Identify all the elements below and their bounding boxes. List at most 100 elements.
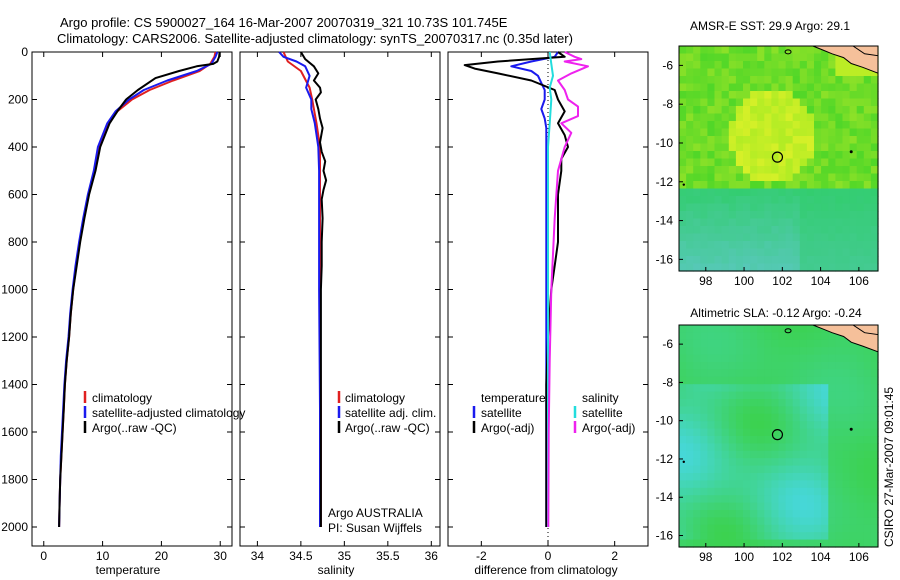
map-cell [686,376,694,385]
map-cell [743,76,751,85]
map-cell [771,121,780,130]
map-cell [707,369,716,378]
map-cell [814,226,822,235]
map-cell [806,98,815,107]
map-cell [686,151,694,160]
map-cell [792,98,801,107]
map-cell [757,173,765,182]
map-cell [792,406,801,415]
map-cell [679,53,687,62]
map-cell [785,106,794,115]
map-cell [750,46,758,55]
series-line [547,51,589,528]
map-cell [842,487,851,496]
map-cell [799,339,808,348]
map-cell [735,376,744,385]
map-cell [828,256,836,265]
map-cell [771,98,780,107]
map-cell [792,203,801,212]
map-cell [799,263,808,272]
map-cell [785,241,794,250]
map-cell [849,68,858,77]
map-cell [806,465,815,474]
x-tick-label: 35.5 [376,549,400,563]
map-cell [806,53,815,62]
x-tick-label: 102 [772,274,792,288]
x-tick-label: 104 [811,274,831,288]
map-cell [750,173,758,182]
map-cell [835,263,844,272]
map-cell [750,517,758,526]
map-cell [764,98,772,107]
map-cell [735,173,744,182]
map-cell [842,436,851,444]
map-cell [870,248,879,257]
map-cell [778,196,787,205]
map-cell [842,465,851,474]
map-cell [828,136,836,145]
map-cell [721,413,730,422]
map-cell [806,473,815,481]
map-cell [743,181,751,190]
map-cell [721,421,730,430]
map-cell [821,196,829,205]
map-cell [693,517,701,526]
map-cell [842,136,851,145]
map-cell [842,248,851,257]
map-cell [707,196,716,205]
map-cell [743,233,751,242]
map-cell [785,98,794,107]
map-cell [806,502,815,511]
temperature-panel-frame [31,51,233,547]
map-cell [764,517,772,526]
legend-label: satellite [582,406,623,420]
map-cell [707,502,716,511]
map-cell [778,83,787,92]
map-cell [828,413,836,422]
map-cell [735,332,744,341]
map-cell [799,158,808,167]
map-cell [856,347,865,356]
map-cell [721,241,730,250]
map-cell [714,218,723,227]
map-cell [693,218,701,227]
map-cell [750,181,758,190]
island [849,427,853,431]
map-cell [814,436,822,444]
map-cell [757,248,765,257]
map-cell [693,241,701,250]
y-tick-label: -16 [656,529,674,543]
map-cell [771,369,780,378]
map-cell [870,136,879,145]
map-cell [714,443,723,452]
map-cell [757,106,765,115]
map-cell [735,325,744,333]
map-cell [700,151,708,160]
map-cell [707,391,716,400]
map-cell [842,480,851,489]
map-cell [721,465,730,474]
map-cell [686,68,694,77]
map-cell [842,458,851,467]
map-cell [778,76,787,85]
map-cell [721,166,730,175]
map-cell [785,406,794,415]
y-tick-label: 1200 [1,330,28,344]
y-tick-label: 0 [21,45,28,59]
map-cell [849,495,858,504]
map-cell [757,510,765,518]
map-cell [814,339,822,348]
map-cell [714,325,723,333]
map-cell [693,91,701,100]
map-cell [764,143,772,152]
map-cell [771,211,780,220]
map-cell [757,143,765,152]
map-cell [863,113,872,122]
map-cell [750,256,758,265]
x-tick-label: 20 [155,549,169,563]
map-cell [828,233,836,242]
map-cell [778,495,787,504]
map-cell [728,263,737,272]
map-cell [743,203,751,212]
map-cell [707,532,716,541]
